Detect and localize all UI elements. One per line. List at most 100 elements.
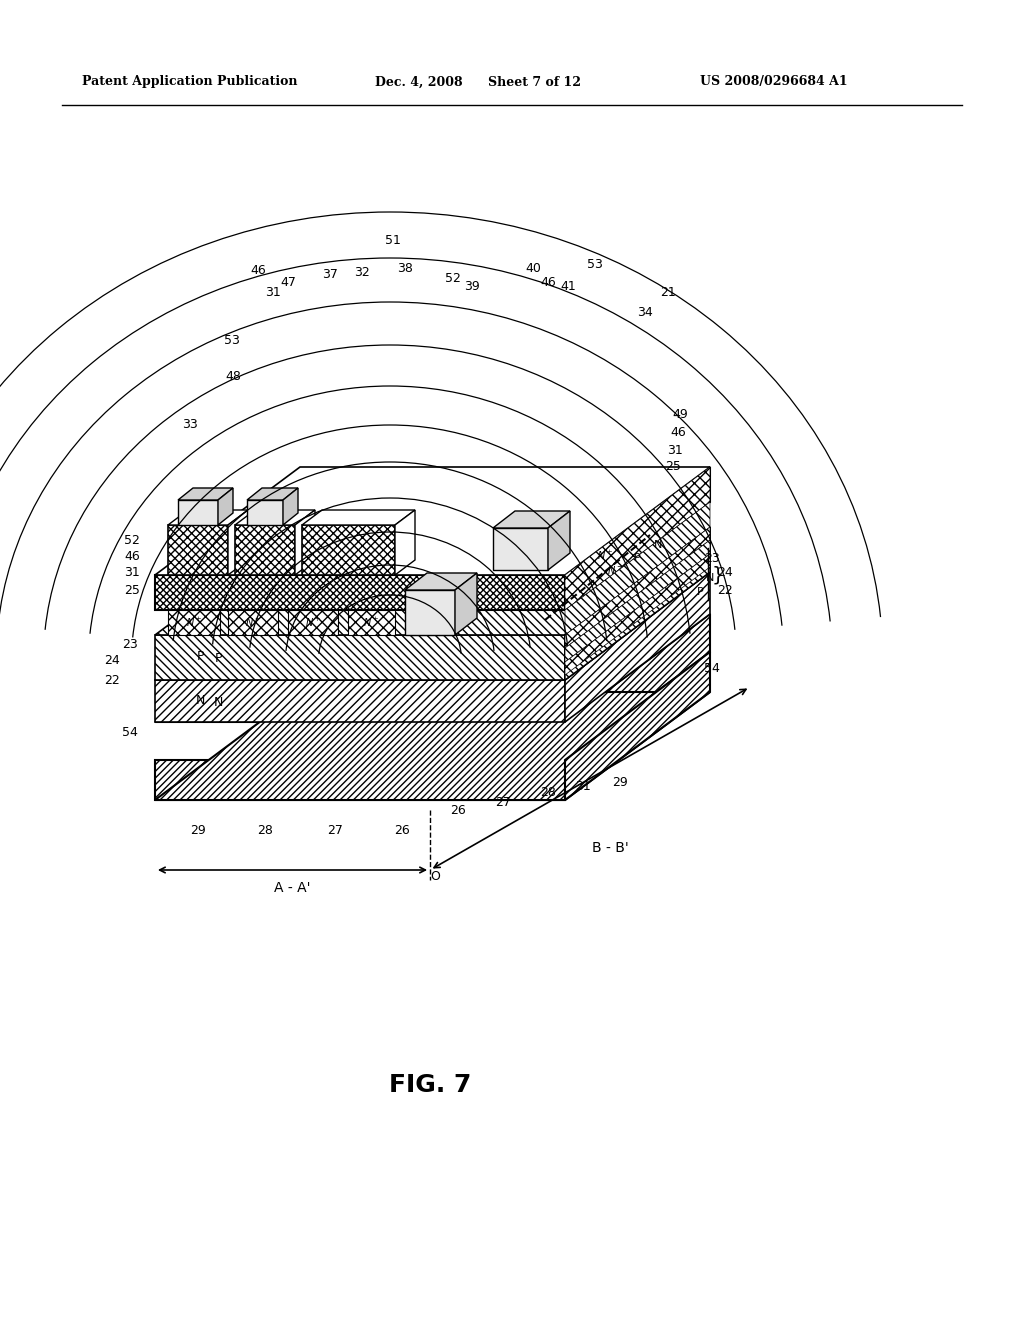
Text: 49: 49 (672, 408, 688, 421)
Polygon shape (155, 692, 710, 800)
Polygon shape (228, 610, 278, 635)
Polygon shape (247, 500, 283, 525)
Polygon shape (565, 502, 710, 635)
Polygon shape (168, 510, 248, 525)
Polygon shape (288, 610, 338, 635)
Text: 29: 29 (190, 824, 206, 837)
Text: 25: 25 (665, 461, 681, 474)
Text: 26: 26 (394, 824, 410, 837)
Text: $N^+$: $N^+$ (305, 615, 322, 628)
Text: 31: 31 (575, 780, 591, 793)
Text: 40: 40 (525, 261, 541, 275)
Text: 28: 28 (257, 824, 273, 837)
Text: 32: 32 (354, 265, 370, 279)
Polygon shape (348, 610, 395, 635)
Polygon shape (155, 760, 565, 800)
Text: 48: 48 (225, 371, 241, 384)
Text: P: P (197, 651, 204, 664)
Text: US 2008/0296684 A1: US 2008/0296684 A1 (700, 75, 848, 88)
Text: 24: 24 (104, 653, 120, 667)
Polygon shape (565, 652, 710, 800)
Text: P: P (634, 553, 640, 564)
Polygon shape (565, 554, 710, 675)
Text: 37: 37 (323, 268, 338, 281)
Text: 25: 25 (124, 583, 140, 597)
Polygon shape (565, 527, 710, 680)
Polygon shape (565, 467, 710, 610)
Polygon shape (178, 488, 233, 500)
Polygon shape (565, 527, 710, 648)
Polygon shape (155, 576, 565, 610)
Polygon shape (283, 488, 298, 525)
Text: $N^+$: $N^+$ (597, 548, 613, 561)
Text: 46: 46 (250, 264, 266, 276)
Text: $N^-$: $N^-$ (607, 564, 624, 576)
Polygon shape (155, 572, 710, 680)
Polygon shape (302, 510, 415, 525)
Text: P: P (696, 587, 703, 597)
Polygon shape (247, 488, 298, 500)
Polygon shape (565, 572, 710, 722)
Text: 41: 41 (560, 281, 575, 293)
Text: FIG. 7: FIG. 7 (389, 1073, 471, 1097)
Polygon shape (565, 540, 710, 663)
Text: N: N (706, 573, 714, 583)
Text: N: N (196, 694, 205, 708)
Text: 47: 47 (280, 276, 296, 289)
Text: 52: 52 (124, 533, 140, 546)
Text: Dec. 4, 2008: Dec. 4, 2008 (375, 75, 463, 88)
Polygon shape (410, 610, 455, 635)
Polygon shape (234, 510, 315, 525)
Polygon shape (565, 467, 710, 610)
Polygon shape (302, 525, 395, 576)
Text: $N^+$: $N^+$ (186, 615, 202, 628)
Polygon shape (406, 590, 455, 635)
Text: 54: 54 (122, 726, 138, 738)
Text: $N^+$: $N^+$ (245, 615, 261, 628)
Polygon shape (155, 467, 710, 576)
Text: $N^+$: $N^+$ (362, 615, 379, 628)
Polygon shape (218, 488, 233, 525)
Polygon shape (168, 525, 228, 576)
Polygon shape (155, 680, 565, 722)
Polygon shape (234, 525, 295, 576)
Text: N: N (213, 697, 222, 710)
Polygon shape (295, 510, 315, 576)
Text: 46: 46 (124, 550, 140, 564)
Polygon shape (565, 527, 710, 680)
Text: 29: 29 (612, 776, 628, 788)
Text: 46: 46 (540, 276, 556, 289)
Polygon shape (178, 500, 218, 525)
Text: P: P (214, 652, 222, 665)
Text: 54: 54 (705, 661, 720, 675)
Polygon shape (493, 528, 548, 570)
Text: B - B': B - B' (592, 841, 629, 855)
Text: 31: 31 (265, 285, 281, 298)
Text: Patent Application Publication: Patent Application Publication (82, 75, 298, 88)
Polygon shape (395, 510, 415, 576)
Polygon shape (493, 511, 570, 528)
Text: Sheet 7 of 12: Sheet 7 of 12 (488, 75, 581, 88)
Text: 27: 27 (495, 796, 511, 808)
Polygon shape (565, 614, 710, 760)
Text: 26: 26 (451, 804, 466, 817)
Polygon shape (155, 614, 710, 722)
Text: 53: 53 (224, 334, 240, 346)
Text: 34: 34 (637, 305, 653, 318)
Text: N: N (653, 540, 663, 550)
Text: 27: 27 (327, 824, 343, 837)
Text: 51: 51 (385, 234, 401, 247)
Polygon shape (548, 511, 570, 570)
Text: 39: 39 (464, 281, 480, 293)
Polygon shape (155, 635, 565, 680)
Text: 38: 38 (397, 261, 413, 275)
Text: 22: 22 (104, 673, 120, 686)
Polygon shape (455, 573, 477, 635)
Text: 21: 21 (660, 285, 676, 298)
Polygon shape (168, 610, 220, 635)
Polygon shape (406, 573, 477, 590)
Text: 33: 33 (182, 418, 198, 432)
Text: O: O (430, 870, 440, 883)
Polygon shape (228, 510, 248, 576)
Text: 28: 28 (540, 787, 556, 800)
